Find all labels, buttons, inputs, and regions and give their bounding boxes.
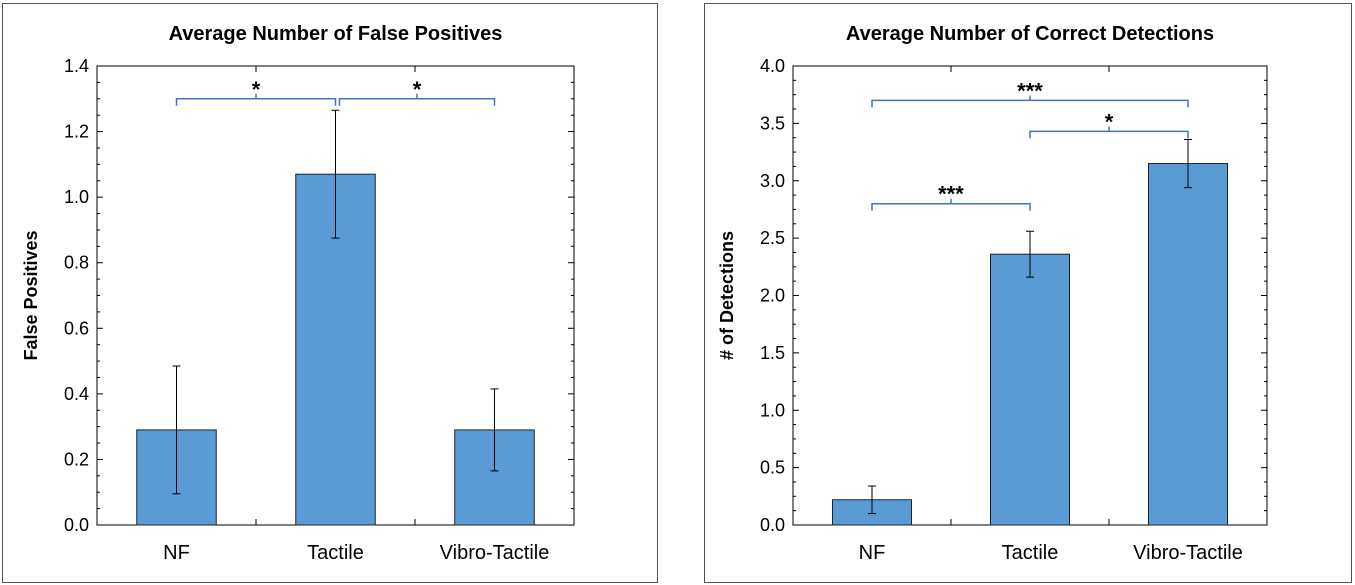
- correct-detections-bar-chart: Average Number of Correct Detections # of…: [717, 23, 1268, 564]
- x-tick-label: Tactile: [307, 542, 364, 564]
- y-tick-label: 1.0: [760, 400, 785, 420]
- y-tick-label: 2.0: [760, 286, 785, 306]
- significance-bracket: [1029, 130, 1189, 139]
- y-tick-label: 0.0: [760, 515, 785, 535]
- y-tick-label: 1.0: [64, 187, 89, 207]
- x-tick-label: Vibro-Tactile: [440, 542, 550, 564]
- significance-marker: ***: [1017, 78, 1043, 103]
- y-tick-label: 0.2: [64, 449, 89, 469]
- y-tick-label: 1.2: [64, 122, 89, 142]
- significance-marker: *: [252, 77, 261, 102]
- y-tick-label: 0.8: [64, 253, 89, 273]
- chart-panel-false-positives: Average Number of False Positives False P…: [2, 3, 658, 583]
- x-tick-label: Tactile: [1002, 542, 1059, 564]
- significance-marker: ***: [938, 182, 964, 207]
- y-axis-label: # of Detections: [717, 231, 737, 360]
- y-tick-label: 2.5: [760, 228, 785, 248]
- significance-marker: *: [1105, 109, 1114, 134]
- significance-marker: *: [413, 77, 422, 102]
- y-tick-label: 0.5: [760, 458, 785, 478]
- y-tick-label: 3.0: [760, 171, 785, 191]
- chart-title: Average Number of Correct Detections: [846, 23, 1214, 45]
- chart-panel-correct-detections: Average Number of Correct Detections # of…: [704, 3, 1352, 583]
- false-positives-bar-chart: Average Number of False Positives False P…: [21, 23, 575, 564]
- bar-vibro-tactile: [1148, 163, 1228, 526]
- y-tick-label: 1.4: [64, 56, 89, 76]
- y-tick-label: 1.5: [760, 343, 785, 363]
- y-tick-label: 4.0: [760, 56, 785, 76]
- y-tick-label: 3.5: [760, 113, 785, 133]
- bar-tactile: [990, 253, 1070, 526]
- y-tick-label: 0.0: [64, 515, 89, 535]
- y-tick-label: 0.6: [64, 318, 89, 338]
- x-tick-label: NF: [859, 542, 886, 564]
- chart-title: Average Number of False Positives: [169, 23, 503, 45]
- x-tick-label: NF: [163, 542, 190, 564]
- x-tick-label: Vibro-Tactile: [1133, 542, 1243, 564]
- y-axis-label: False Positives: [21, 230, 41, 360]
- y-tick-label: 0.4: [64, 384, 89, 404]
